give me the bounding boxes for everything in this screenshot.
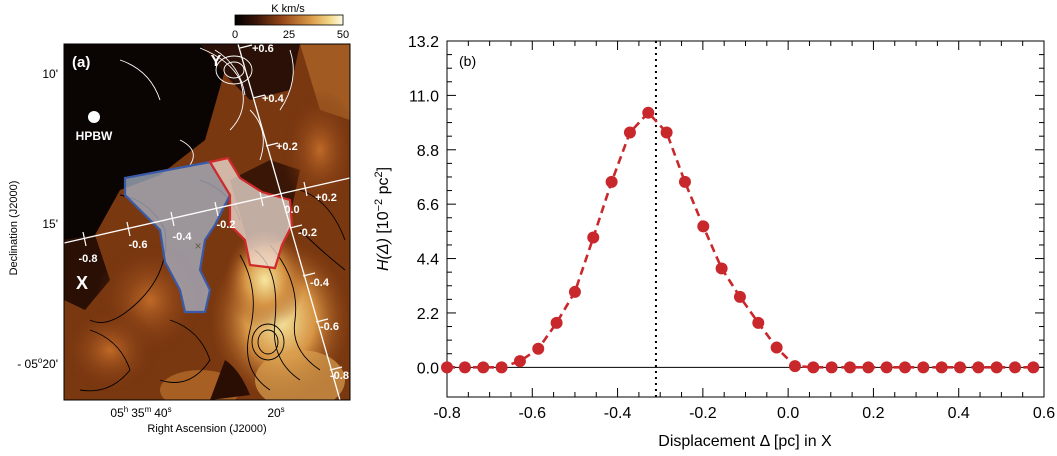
y-tick-label: 11.0	[409, 88, 439, 105]
ra-tick-20s: 20s	[267, 405, 284, 420]
ra-axis-label: Right Ascension (J2000)	[147, 423, 266, 435]
colorbar-tick-50: 50	[337, 29, 349, 41]
x-tick-label: -0.2	[689, 405, 717, 422]
data-point	[991, 361, 1003, 373]
data-point	[441, 361, 453, 373]
x-axis-title: Displacement Δ [pc] in X	[658, 433, 832, 450]
y-tick-label: -0.8	[330, 370, 349, 382]
data-point	[899, 361, 911, 373]
data-point	[752, 317, 764, 329]
data-point	[697, 220, 709, 232]
panel-b-chart: (b) -0.8 -0.6 -0.4 -0.2 0.0 0.2 0.4 0.6 0.0 2.2 4.…	[373, 34, 1055, 450]
data-point	[606, 176, 618, 188]
ra-tick-main: 05h 35m 40s	[110, 405, 171, 420]
axis-y-label: Y	[211, 53, 222, 70]
dec-axis-label: Declination (J2000)	[8, 181, 20, 276]
data-point	[477, 361, 489, 373]
data-point	[862, 361, 874, 373]
data-point	[1027, 361, 1039, 373]
colorbar-unit: K km/s	[271, 3, 305, 15]
x-tick-label: 0.6	[1033, 405, 1055, 422]
data-point	[972, 361, 984, 373]
y-tick-label: +0.2	[276, 141, 298, 153]
y-tick-label: -0.4	[310, 277, 330, 289]
panel-b-label: (b)	[459, 53, 476, 69]
data-point	[624, 126, 636, 138]
y-tick-label: 6.6	[417, 197, 439, 214]
y-tick-label: 4.4	[417, 252, 439, 269]
data-point	[661, 126, 673, 138]
data-point	[459, 361, 471, 373]
panel-a-label: (a)	[72, 54, 90, 71]
data-point	[917, 361, 929, 373]
data-point	[881, 361, 893, 373]
y-axis-title: H(Δ) [10−2 pc2]	[373, 167, 392, 271]
data-point	[1009, 361, 1021, 373]
dec-tick-main: - 05o20'	[17, 356, 58, 371]
beam-marker	[88, 111, 100, 123]
x-tick-label: 0.0	[284, 204, 299, 216]
data-point	[826, 361, 838, 373]
panel-a-map: K km/s 0 25 50	[8, 3, 360, 435]
data-point	[532, 343, 544, 355]
dec-tick-10: 10'	[42, 67, 58, 81]
y-tick-label: -0.6	[320, 321, 339, 333]
series-line	[447, 113, 1033, 368]
data-point	[679, 176, 691, 188]
colorbar-tick-25: 25	[283, 29, 295, 41]
x-tick-label: -0.6	[518, 405, 546, 422]
data-point	[807, 361, 819, 373]
data-point	[569, 286, 581, 298]
x-tick-label: -0.8	[433, 405, 461, 422]
y-tick-label: 0.0	[417, 360, 439, 377]
data-point	[496, 361, 508, 373]
data-point	[771, 342, 783, 354]
data-point	[551, 317, 563, 329]
x-tick-label: +0.2	[315, 192, 337, 204]
data-point	[587, 232, 599, 244]
y-tick-label: 13.2	[408, 34, 439, 51]
dec-tick-15: 15'	[42, 217, 58, 231]
x-tick-label: 0.2	[862, 405, 884, 422]
y-tick-label: 8.8	[417, 143, 439, 160]
data-point	[716, 262, 728, 274]
data-point	[936, 361, 948, 373]
data-point	[789, 360, 801, 372]
x-tick-label: -0.2	[217, 219, 236, 231]
center-cross: ×	[194, 239, 201, 253]
x-tick-label: -0.8	[79, 253, 98, 265]
colorbar-gradient	[235, 15, 343, 25]
data-point	[642, 107, 654, 119]
x-tick-label: -0.4	[173, 231, 193, 243]
beam-label: HPBW	[76, 129, 113, 143]
axis-x-label: X	[76, 273, 88, 293]
x-tick-label: -0.4	[604, 405, 632, 422]
y-tick-label: +0.4	[262, 93, 285, 105]
data-point	[954, 361, 966, 373]
data-point	[844, 361, 856, 373]
data-point	[734, 291, 746, 303]
y-tick-label: 2.2	[417, 306, 439, 323]
colorbar-tick-0: 0	[232, 29, 238, 41]
data-point	[514, 355, 526, 367]
x-tick-label: 0.0	[777, 405, 799, 422]
colorbar: K km/s 0 25 50	[232, 3, 349, 41]
x-tick-label: 0.4	[948, 405, 970, 422]
x-tick-label: -0.6	[129, 239, 148, 251]
y-tick-label: -0.2	[298, 227, 317, 239]
y-tick-label: +0.6	[252, 43, 274, 55]
